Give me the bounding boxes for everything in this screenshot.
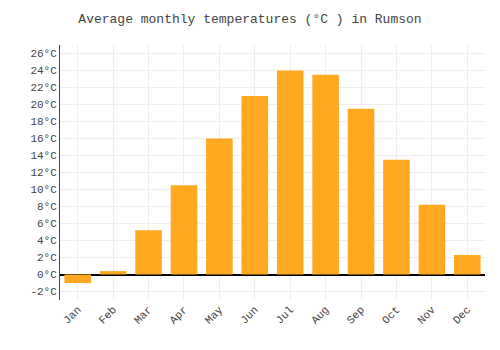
svg-text:Jun: Jun — [238, 304, 260, 326]
svg-text:Jan: Jan — [61, 304, 83, 326]
svg-text:Mar: Mar — [132, 304, 154, 326]
svg-text:Sep: Sep — [345, 304, 367, 326]
svg-text:22°C: 22°C — [30, 82, 57, 94]
svg-text:Aug: Aug — [309, 304, 331, 326]
svg-text:Jul: Jul — [274, 304, 296, 326]
svg-text:10°C: 10°C — [30, 184, 57, 196]
svg-text:4°C: 4°C — [37, 235, 57, 247]
svg-text:8°C: 8°C — [37, 201, 57, 213]
svg-text:Average monthly temperatures (: Average monthly temperatures (°C ) in Ru… — [78, 12, 421, 27]
svg-text:12°C: 12°C — [30, 167, 57, 179]
svg-text:26°C: 26°C — [30, 48, 57, 60]
svg-text:20°C: 20°C — [30, 99, 57, 111]
svg-text:Nov: Nov — [415, 304, 438, 327]
svg-text:6°C: 6°C — [37, 218, 57, 230]
svg-text:24°C: 24°C — [30, 65, 57, 77]
svg-text:Apr: Apr — [167, 304, 189, 326]
svg-text:18°C: 18°C — [30, 116, 57, 128]
svg-text:Feb: Feb — [97, 304, 119, 326]
svg-text:16°C: 16°C — [30, 133, 57, 145]
svg-text:-2°C: -2°C — [30, 286, 57, 298]
svg-text:2°C: 2°C — [37, 252, 57, 264]
svg-text:0°C: 0°C — [37, 269, 57, 281]
svg-text:Oct: Oct — [380, 304, 402, 326]
svg-text:Dec: Dec — [451, 304, 473, 326]
svg-text:May: May — [203, 304, 226, 327]
svg-text:14°C: 14°C — [30, 150, 57, 162]
